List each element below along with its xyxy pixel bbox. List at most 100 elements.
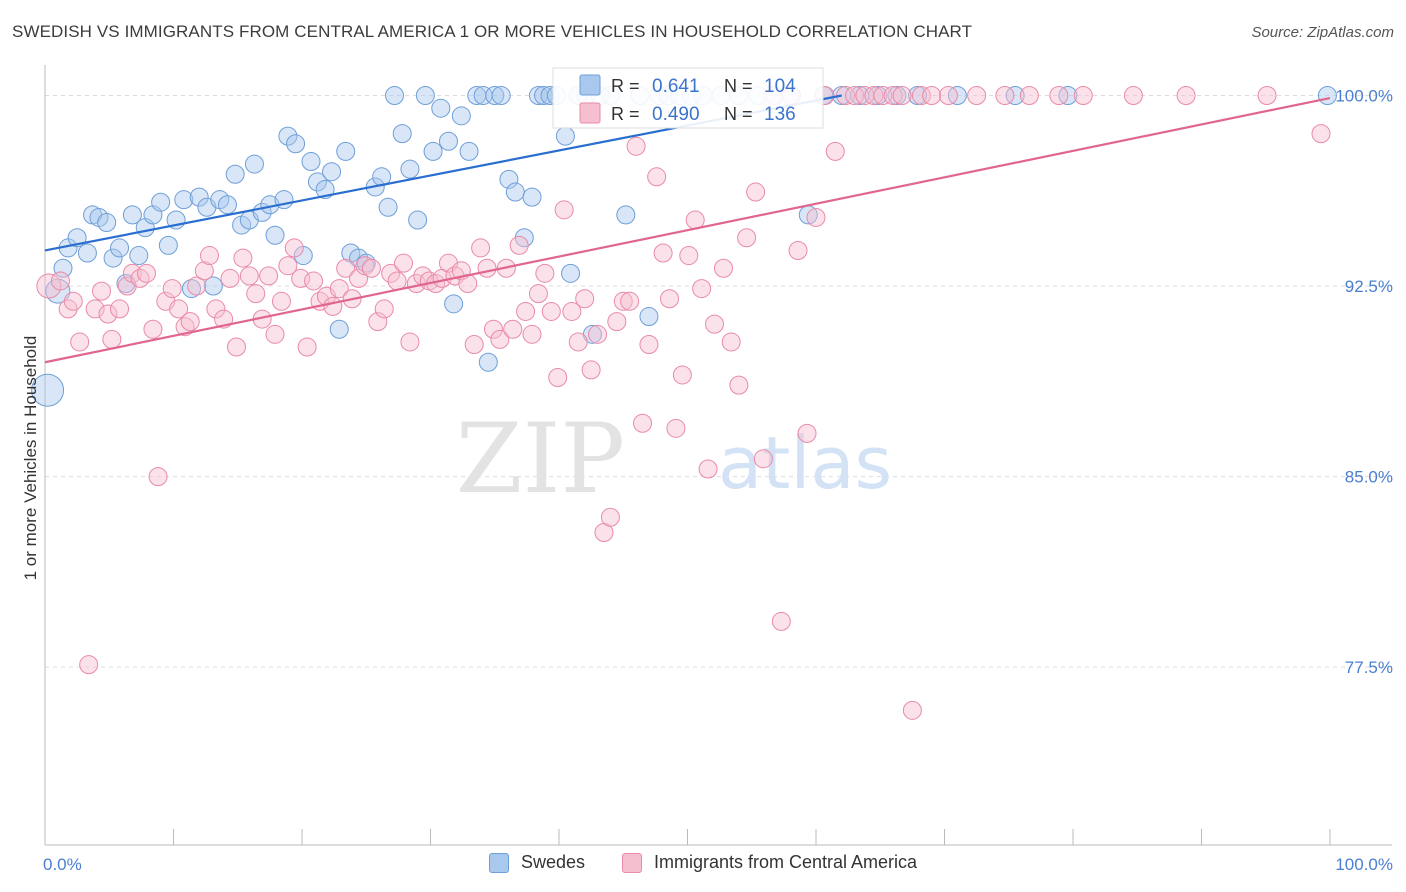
central-america-point (471, 238, 491, 258)
central-america-point (698, 459, 718, 479)
swedes-point (459, 141, 479, 161)
central-america-point (233, 248, 253, 268)
y-axis-label: 1 or more Vehicles in Household (21, 336, 40, 581)
central-america-point (581, 360, 601, 380)
central-america-point (271, 291, 291, 311)
swedes-point (329, 319, 349, 339)
central-america-point (806, 207, 826, 227)
central-america-point (647, 167, 667, 187)
swedes-point (307, 172, 327, 192)
central-america-point (148, 467, 168, 487)
swedes-point (322, 162, 342, 182)
central-america-point (483, 319, 503, 339)
central-america-point (620, 291, 640, 311)
source-credit: Source: ZipAtlas.com (1251, 24, 1394, 41)
central-america-point (788, 240, 808, 260)
central-america-trend-line (44, 96, 1331, 364)
legend-label-central-america: Immigrants from Central America (654, 852, 918, 872)
series-swedes (31, 85, 1337, 407)
legend-swatch-blue (579, 74, 601, 96)
central-america-point (220, 268, 240, 288)
central-america-point (548, 368, 568, 388)
y-tick-label: 100.0% (1335, 86, 1393, 105)
central-america-point (1019, 85, 1039, 105)
swedes-point (423, 141, 443, 161)
bottom-legend: Swedes Immigrants from Central America (0, 850, 1406, 880)
grid-lines (45, 94, 1392, 668)
central-america-point (704, 314, 724, 334)
swedes-point (103, 248, 123, 268)
central-america-point (554, 200, 574, 220)
swedes-point (485, 85, 505, 105)
central-america-point (239, 266, 259, 286)
swedes-point (77, 243, 97, 263)
central-america-point (509, 235, 529, 255)
central-america-point (226, 337, 246, 357)
central-america-point (361, 258, 381, 278)
central-america-point (626, 136, 646, 156)
swedes-point (616, 205, 636, 225)
central-america-point (902, 700, 922, 720)
central-america-point (92, 281, 112, 301)
swedes-swatch (489, 852, 509, 873)
swedes-point (639, 307, 659, 327)
central-america-point (575, 289, 595, 309)
central-america-point (368, 312, 388, 332)
swedes-point (31, 373, 65, 407)
swedes-point (265, 225, 285, 245)
legend-label-swedes: Swedes (521, 852, 586, 872)
legend-r-label-pink: R = (611, 104, 640, 124)
swedes-point (438, 131, 458, 151)
central-america-point (639, 334, 659, 354)
central-america-point (729, 375, 749, 395)
swedes-point (431, 98, 451, 118)
stats-legend: R = 0.641 N = 104 R = 0.490 N = 136 (552, 67, 824, 129)
central-america-point (535, 263, 555, 283)
central-america-point (1311, 124, 1331, 144)
swedes-point (97, 213, 117, 233)
central-america-point (387, 271, 407, 291)
swedes-point (378, 197, 398, 217)
y-tick-labels: 100.0% 92.5% 85.0% 77.5% (1335, 86, 1393, 677)
central-america-point (130, 268, 150, 288)
y-tick-label: 85.0% (1345, 468, 1393, 487)
central-america-point (922, 85, 942, 105)
central-america-point (110, 299, 130, 319)
swedes-point (181, 279, 201, 299)
central-america-point (194, 261, 214, 281)
legend-n-value-pink: 136 (764, 104, 796, 125)
swedes-point (561, 263, 581, 283)
swedes-point (151, 192, 171, 212)
central-america-point (394, 253, 414, 273)
central-america-point (70, 332, 90, 352)
central-america-swatch (622, 852, 642, 873)
swedes-point (522, 187, 542, 207)
swedes-point (491, 85, 511, 105)
swedes-point (158, 235, 178, 255)
swedes-point (385, 85, 405, 105)
chart-title: SWEDISH VS IMMIGRANTS FROM CENTRAL AMERI… (12, 22, 973, 41)
watermark-atlas: atlas (718, 421, 892, 505)
x-tick-label: 0.0% (43, 855, 82, 874)
central-america-point (771, 611, 791, 631)
central-america-point (660, 289, 680, 309)
central-america-point (613, 291, 633, 311)
central-america-point (692, 279, 712, 299)
central-america-point (63, 291, 83, 311)
swedes-point (53, 258, 73, 278)
central-america-point (137, 263, 157, 283)
central-america-point (522, 324, 542, 344)
central-america-point (187, 276, 207, 296)
central-america-point (297, 337, 317, 357)
central-america-point (672, 365, 692, 385)
central-america-point (911, 85, 931, 105)
central-america-point (490, 329, 510, 349)
swedes-point (400, 159, 420, 179)
swedes-point (336, 141, 356, 161)
central-america-point (102, 329, 122, 349)
central-america-point (336, 258, 356, 278)
central-america-point (845, 85, 865, 105)
swedes-point (278, 126, 298, 146)
central-america-point (892, 85, 912, 105)
